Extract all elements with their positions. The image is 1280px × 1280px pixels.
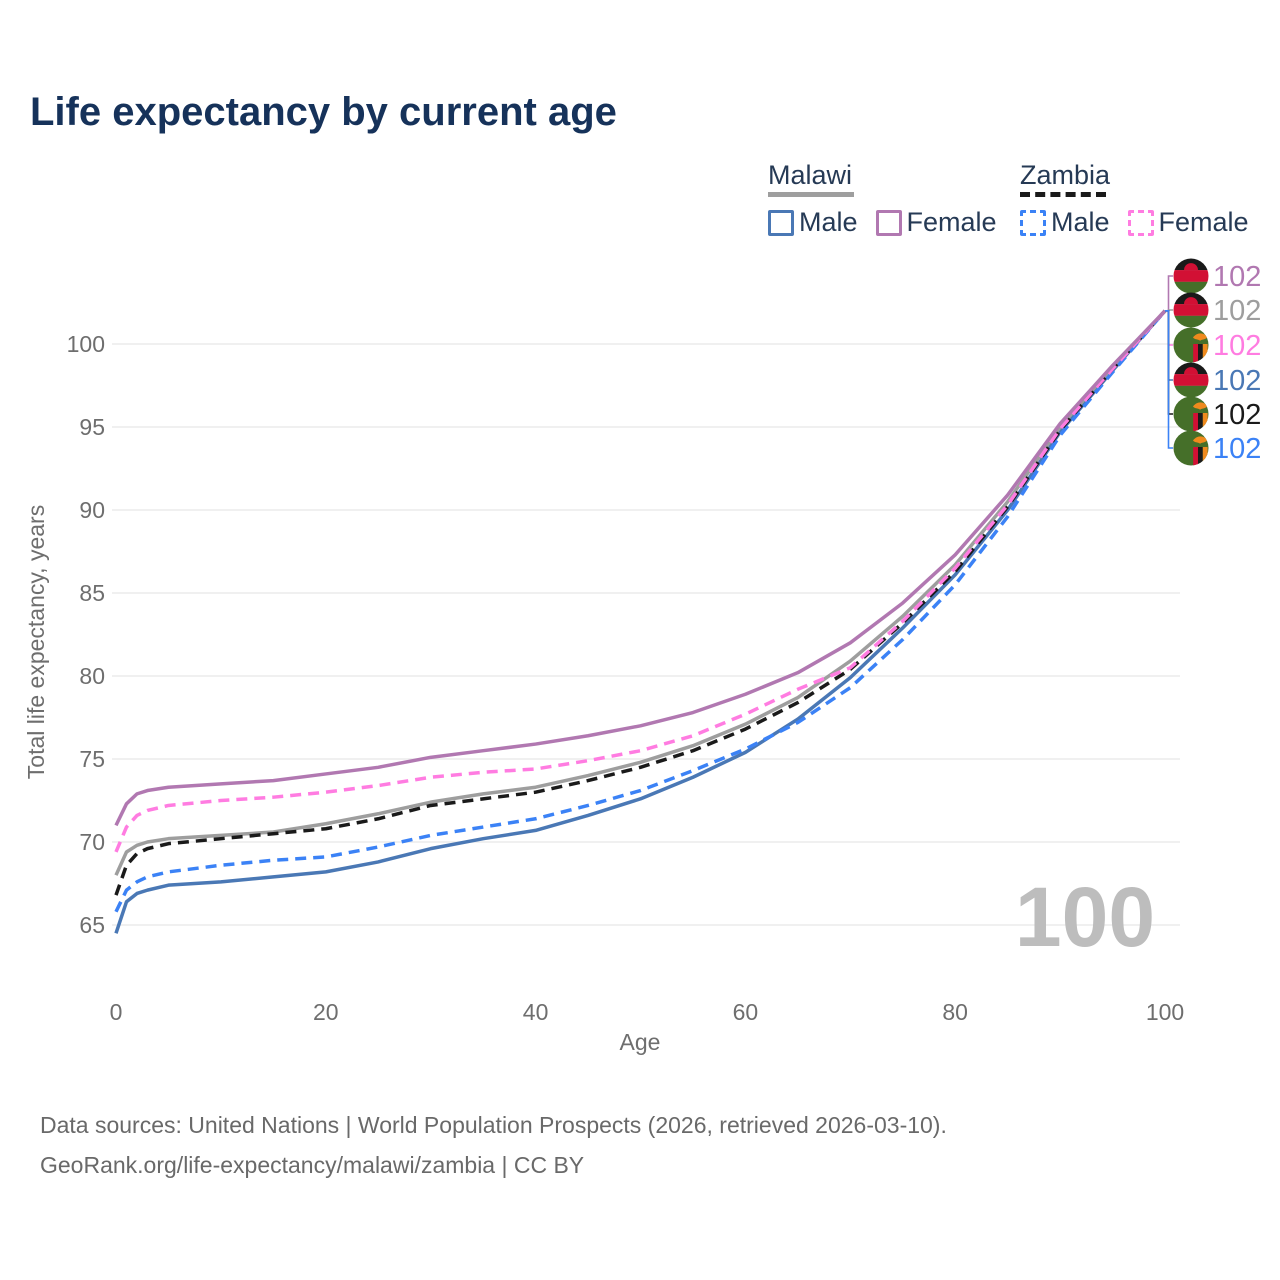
x-tick-label: 100 bbox=[1146, 999, 1184, 1025]
end-value-label-malawi-female: 102 bbox=[1213, 261, 1261, 293]
legend-group-malawi-label: Malawi bbox=[768, 160, 853, 190]
legend-item-malawi-female[interactable]: Female bbox=[875, 207, 997, 238]
malawi-flag-icon bbox=[1173, 362, 1209, 398]
series-line-malawi-male bbox=[114, 309, 1167, 934]
x-tick-label: 40 bbox=[523, 999, 549, 1025]
series-line-malawi-total bbox=[114, 309, 1167, 876]
end-value-label-malawi-total: 102 bbox=[1213, 295, 1261, 327]
legend-zambia-line-sample bbox=[1020, 192, 1106, 197]
zambia-flag-icon bbox=[1173, 327, 1209, 363]
page-title: Life expectancy by current age bbox=[30, 90, 617, 134]
y-tick-label: 65 bbox=[79, 912, 105, 938]
end-value-label-zambia-male: 102 bbox=[1213, 433, 1261, 465]
legend-item-label: Male bbox=[1051, 207, 1110, 237]
zambia-female-swatch-icon bbox=[1127, 209, 1154, 236]
end-value-label-zambia-female: 102 bbox=[1213, 330, 1261, 362]
end-label-connector bbox=[1165, 275, 1173, 312]
x-tick-label: 0 bbox=[110, 999, 123, 1025]
x-tick-label: 20 bbox=[313, 999, 339, 1025]
legend-group-zambia-label: Zambia bbox=[1020, 160, 1111, 190]
y-tick-label: 80 bbox=[79, 663, 105, 689]
series-line-malawi-female bbox=[114, 309, 1167, 827]
y-tick-label: 75 bbox=[79, 746, 105, 772]
legend-item-zambia-female[interactable]: Female bbox=[1127, 207, 1249, 238]
legend-malawi-line-sample bbox=[768, 192, 854, 197]
malawi-male-swatch-icon bbox=[768, 209, 794, 236]
y-tick-label: 90 bbox=[79, 497, 105, 523]
legend-item-zambia-male[interactable]: Male bbox=[1020, 207, 1110, 238]
malawi-female-swatch-icon bbox=[875, 209, 902, 236]
legend-group-malawi: Malawi Male Female bbox=[768, 160, 997, 238]
end-value-label-zambia-total: 102 bbox=[1213, 399, 1261, 431]
malawi-flag-icon bbox=[1173, 258, 1209, 294]
x-tick-label: 60 bbox=[733, 999, 759, 1025]
footer-attribution: GeoRank.org/life-expectancy/malawi/zambi… bbox=[40, 1152, 585, 1178]
y-axis-title: Total life expectancy, years bbox=[23, 505, 49, 779]
footer-data-sources: Data sources: United Nations | World Pop… bbox=[40, 1112, 947, 1138]
end-value-label-malawi-male: 102 bbox=[1213, 365, 1261, 397]
footer: Data sources: United Nations | World Pop… bbox=[40, 1105, 947, 1185]
y-tick-label: 85 bbox=[79, 580, 105, 606]
legend-group-zambia: Zambia Male Female bbox=[1020, 160, 1249, 238]
end-label-connector bbox=[1165, 310, 1173, 449]
zambia-male-swatch-icon bbox=[1020, 209, 1046, 236]
zambia-flag-icon bbox=[1173, 430, 1209, 466]
legend-item-label: Female bbox=[906, 207, 997, 237]
y-tick-label: 100 bbox=[67, 331, 105, 357]
series-line-zambia-female bbox=[114, 309, 1167, 853]
x-tick-label: 80 bbox=[942, 999, 968, 1025]
y-tick-label: 70 bbox=[79, 829, 105, 855]
x-axis-title: Age bbox=[620, 1029, 661, 1055]
series-line-zambia-total bbox=[114, 309, 1167, 896]
legend-item-malawi-male[interactable]: Male bbox=[768, 207, 858, 238]
zambia-flag-icon bbox=[1173, 396, 1209, 432]
legend-item-label: Male bbox=[799, 207, 858, 237]
y-tick-label: 95 bbox=[79, 414, 105, 440]
legend-item-label: Female bbox=[1158, 207, 1249, 237]
malawi-flag-icon bbox=[1173, 292, 1209, 328]
series-line-zambia-male bbox=[114, 309, 1167, 913]
age-watermark: 100 bbox=[1015, 870, 1155, 964]
